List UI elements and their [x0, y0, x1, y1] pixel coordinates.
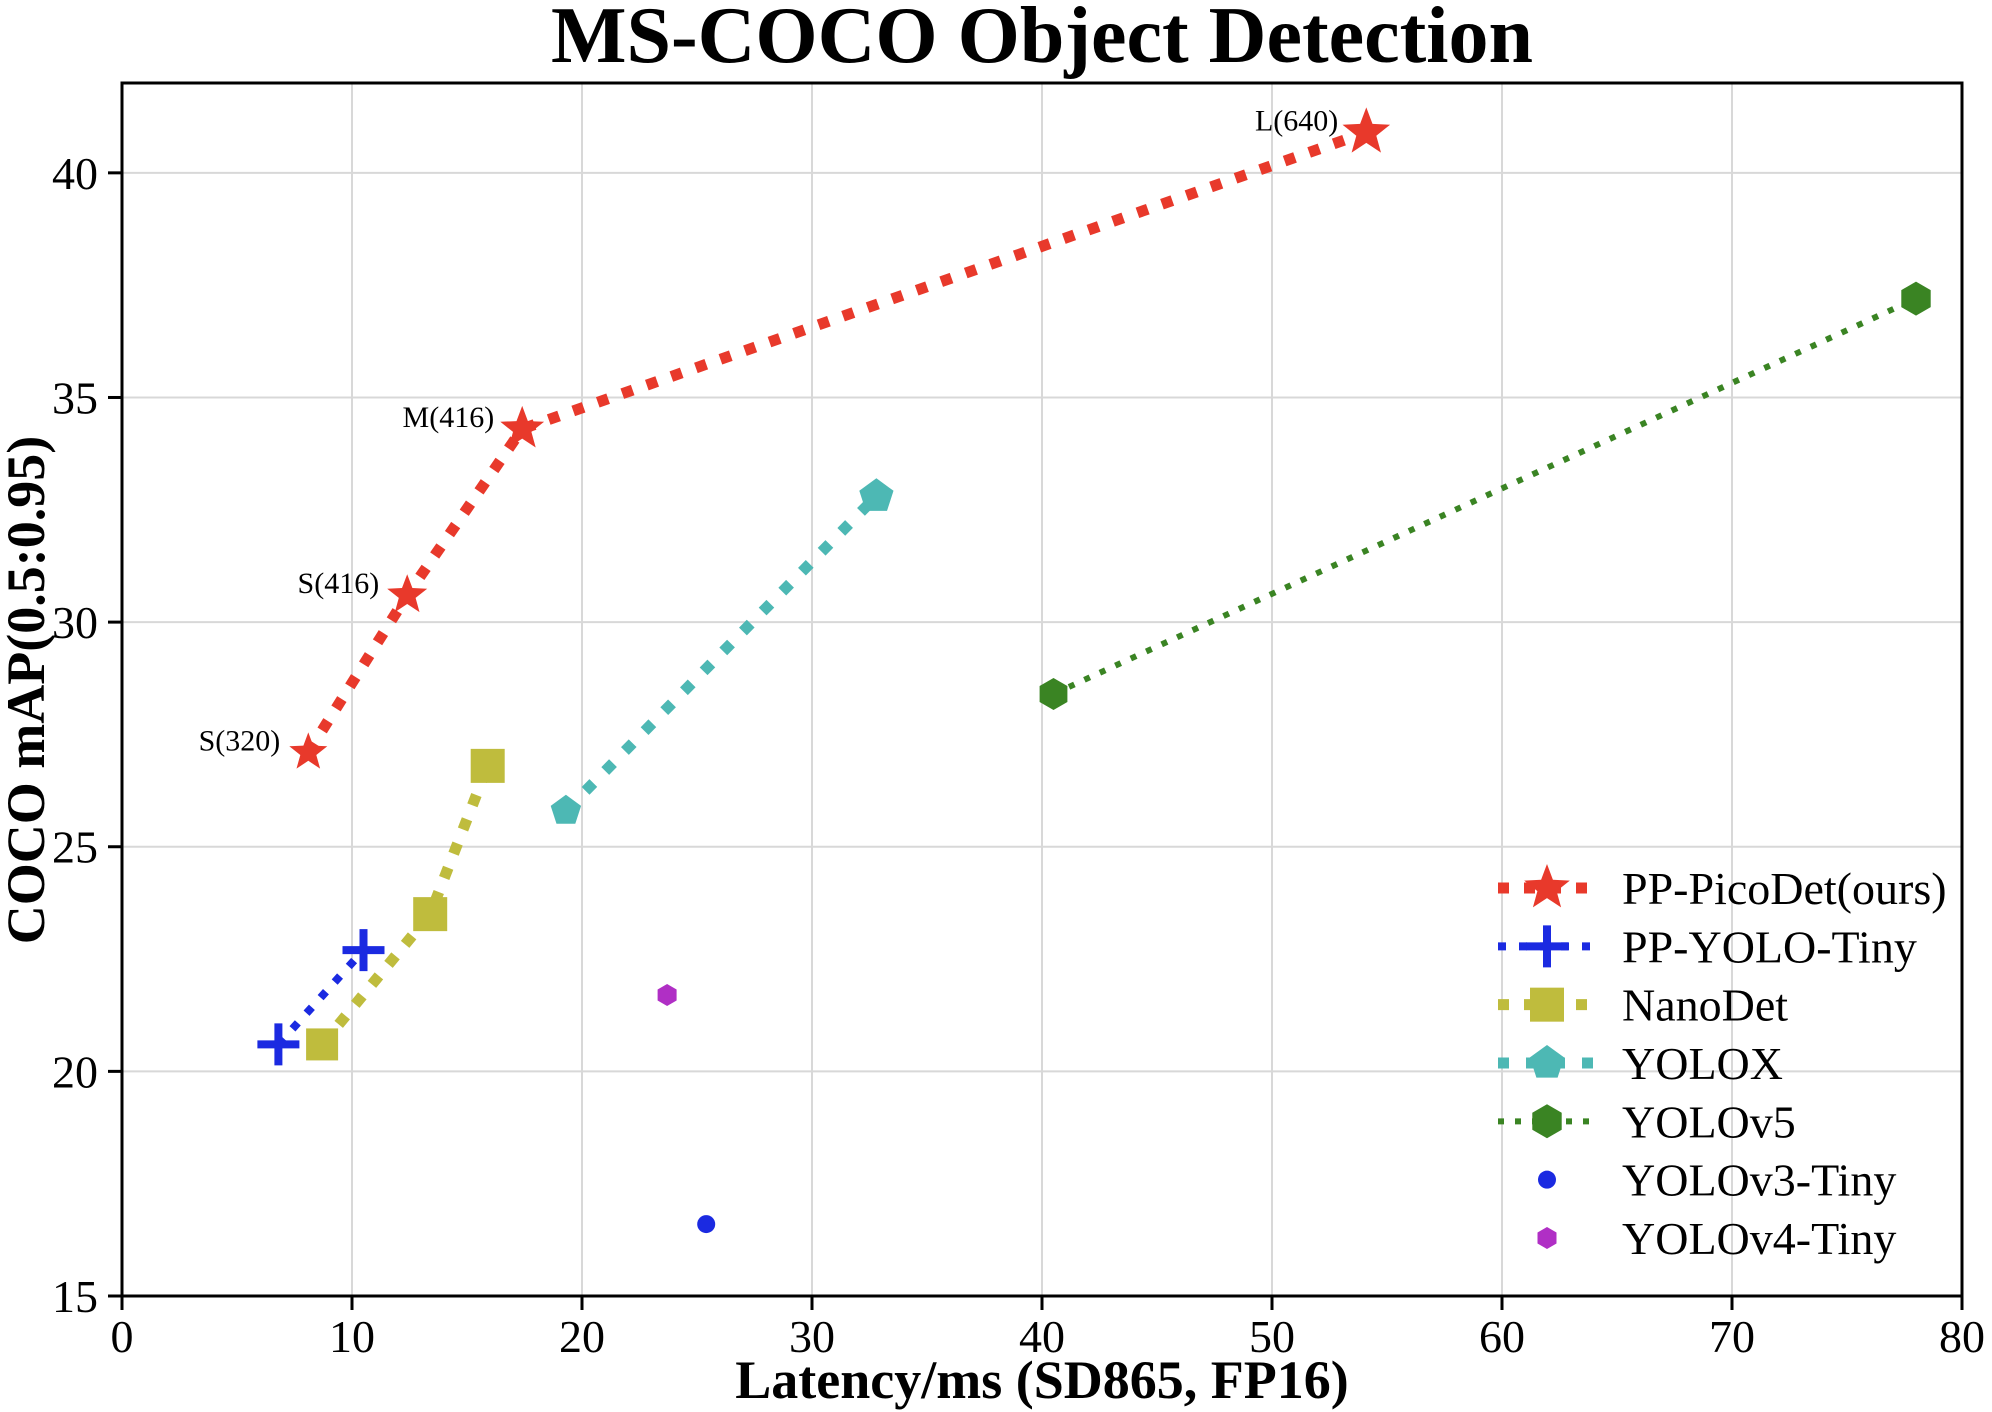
legend-label-yolov4-tiny: YOLOv4-Tiny: [1622, 1213, 1896, 1264]
marker-pp-picodet-ours-1: [387, 574, 428, 613]
tick-label-x-80: 80: [1939, 1311, 1985, 1362]
legend-label-yolox: YOLOX: [1622, 1038, 1783, 1089]
marker-nanodet-legend: [1530, 987, 1564, 1022]
tick-label-x-10: 10: [329, 1311, 375, 1362]
marker-pp-picodet-ours-legend: [1524, 864, 1570, 908]
marker-pp-yolo-tiny-1: [342, 929, 385, 972]
tick-label-x-60: 60: [1479, 1311, 1525, 1362]
marker-yolox-legend: [1529, 1045, 1565, 1078]
marker-yolov4-tiny: [657, 984, 677, 1006]
marker-yolov5-1: [1901, 281, 1931, 316]
legend-label-pp-picodet-ours: PP-PicoDet(ours): [1622, 863, 1947, 914]
legend-item-yolov4-tiny: YOLOv4-Tiny: [1537, 1213, 1896, 1264]
series-line-yolov5: [1052, 295, 1918, 697]
gridlines-layer: [122, 83, 1962, 1296]
legend-item-nanodet: NanoDet: [1498, 980, 1788, 1031]
series-line-pp-yolo-tiny: [275, 947, 367, 1048]
tick-label-x-70: 70: [1709, 1311, 1755, 1362]
legend-label-pp-yolo-tiny: PP-YOLO-Tiny: [1622, 921, 1917, 972]
marker-nanodet-1: [413, 897, 448, 932]
marker-pp-picodet-ours-2: [500, 405, 545, 448]
tick-label-y-20: 20: [52, 1046, 98, 1097]
tick-label-x-30: 30: [789, 1311, 835, 1362]
marker-nanodet: [306, 1028, 339, 1061]
series-layer: [257, 107, 1931, 1234]
marker-pp-picodet-ours-3: [1342, 107, 1391, 153]
legend-label-yolov5: YOLOv5: [1622, 1096, 1796, 1147]
marker-yolox-1: [859, 478, 894, 511]
marker-yolov3-tiny-legend: [1538, 1170, 1556, 1189]
tick-label-x-20: 20: [559, 1311, 605, 1362]
tick-label-x-40: 40: [1019, 1311, 1065, 1362]
marker-pp-picodet-ours: [289, 732, 328, 769]
annotation-l-640: L(640): [1255, 104, 1338, 137]
y-axis-label: COCO mAP(0.5:0.95): [0, 436, 56, 944]
legend-item-yolov5: YOLOv5: [1498, 1096, 1796, 1147]
tick-label-x-50: 50: [1249, 1311, 1295, 1362]
tick-label-y-35: 35: [52, 372, 98, 423]
x-axis-label: Latency/ms (SD865, FP16): [735, 1350, 1348, 1410]
marker-pp-yolo-tiny-legend: [1526, 925, 1568, 968]
marker-yolox: [550, 794, 582, 824]
chart-title: MS-COCO Object Detection: [551, 0, 1533, 80]
series-line-nanodet: [317, 763, 493, 1048]
legend-item-yolox: YOLOX: [1498, 1038, 1783, 1089]
annotation-m-416: M(416): [403, 401, 495, 434]
legend-item-yolov3-tiny: YOLOv3-Tiny: [1538, 1155, 1896, 1206]
legend-item-pp-picodet-ours: PP-PicoDet(ours): [1498, 863, 1947, 914]
annotation-s-416: S(416): [298, 567, 380, 600]
axes-layer: 0 10 20 30 40 50 60 70 80 15 20 25 30 35 40: [52, 81, 1985, 1362]
tick-label-y-15: 15: [52, 1271, 98, 1322]
tick-label-y-30: 30: [52, 597, 98, 648]
tick-label-y-25: 25: [52, 822, 98, 873]
legend-label-nanodet: NanoDet: [1622, 980, 1788, 1031]
marker-pp-yolo-tiny: [257, 1023, 300, 1066]
legend-item-pp-yolo-tiny: PP-YOLO-Tiny: [1498, 921, 1917, 972]
tick-label-y-40: 40: [52, 148, 98, 199]
series-line-pp-picodet-ours: [303, 127, 1369, 756]
marker-yolov5-legend: [1532, 1104, 1562, 1139]
annotations-layer: S(320) S(416) M(416) L(640): [199, 104, 1339, 757]
legend-label-yolov3-tiny: YOLOv3-Tiny: [1622, 1155, 1896, 1206]
marker-yolov5: [1039, 678, 1068, 710]
marker-nanodet-2: [470, 748, 505, 783]
tick-label-x-0: 0: [111, 1311, 134, 1362]
series-line-yolox: [561, 492, 881, 815]
annotation-s-320: S(320): [199, 724, 281, 757]
marker-yolov4-tiny-legend: [1537, 1227, 1557, 1249]
legend-layer: PP-PicoDet(ours) PP-YOLO-Tiny NanoDet YOLOX…: [1498, 863, 1947, 1264]
marker-yolov3-tiny: [697, 1215, 716, 1234]
